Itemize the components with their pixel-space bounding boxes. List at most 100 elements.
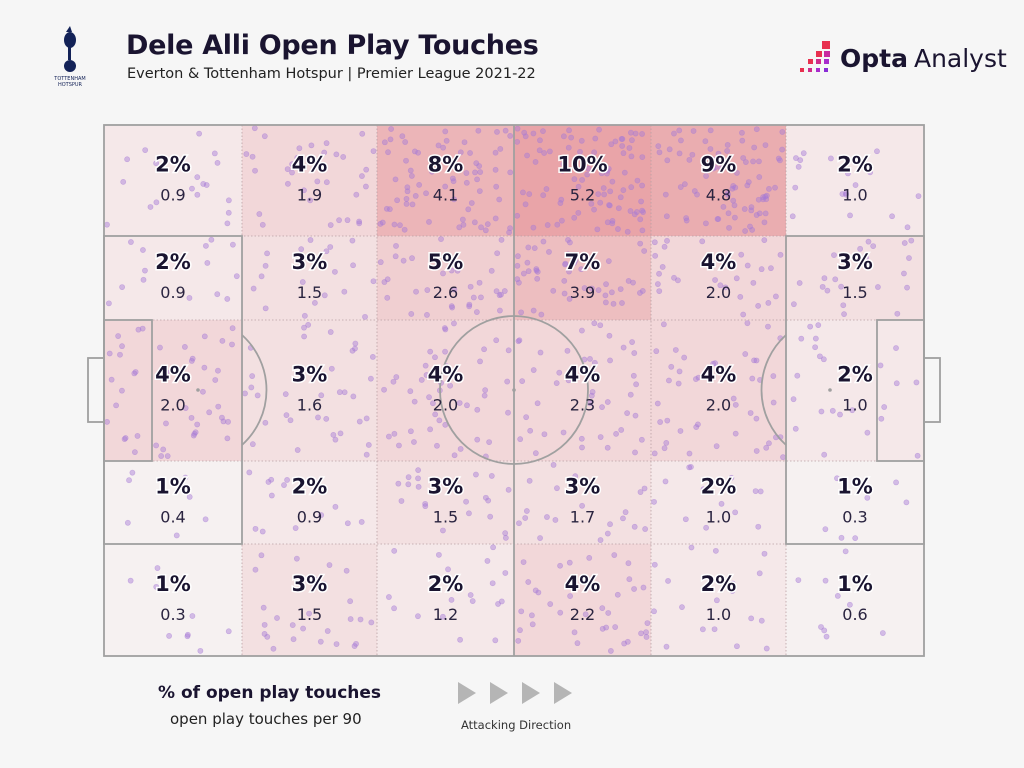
touch-dot bbox=[675, 277, 681, 284]
touch-dot bbox=[517, 627, 523, 634]
touch-dot bbox=[284, 166, 291, 173]
touch-dot bbox=[289, 169, 295, 176]
touch-dot bbox=[370, 278, 377, 285]
touch-dot bbox=[747, 410, 754, 416]
touch-dot bbox=[656, 270, 662, 277]
touch-dot bbox=[777, 251, 784, 258]
heatmap-cell bbox=[377, 544, 514, 656]
touch-dot bbox=[468, 200, 475, 206]
touch-dot bbox=[363, 166, 370, 173]
touch-dot bbox=[427, 348, 434, 355]
cell-percentage: 1% bbox=[837, 572, 873, 596]
cell-percentage: 1% bbox=[837, 475, 873, 499]
touch-dot bbox=[651, 450, 658, 457]
touch-dot bbox=[766, 185, 772, 192]
cell-percentage: 2% bbox=[155, 153, 191, 177]
touch-dot bbox=[597, 199, 604, 206]
touch-dot bbox=[546, 148, 553, 155]
touch-dot bbox=[379, 219, 386, 226]
touch-dot bbox=[396, 442, 402, 449]
touch-dot bbox=[404, 188, 411, 195]
cell-percentage: 4% bbox=[155, 363, 191, 387]
touch-dot bbox=[200, 388, 206, 395]
touch-dot bbox=[490, 544, 497, 551]
touch-dot bbox=[550, 287, 557, 294]
right-goal bbox=[923, 357, 941, 423]
touch-dot bbox=[547, 601, 554, 607]
touch-dot bbox=[597, 434, 604, 440]
touch-dot bbox=[492, 215, 499, 222]
touch-dot bbox=[751, 144, 758, 151]
touch-dot bbox=[311, 299, 318, 306]
touch-dot bbox=[731, 202, 738, 209]
touch-dot bbox=[605, 165, 612, 172]
touch-dot bbox=[282, 391, 289, 398]
touch-dot bbox=[554, 485, 560, 492]
touch-dot bbox=[661, 445, 668, 452]
touch-dot bbox=[663, 440, 670, 446]
touch-dot bbox=[574, 640, 581, 647]
touch-dot bbox=[560, 133, 567, 140]
touch-dot bbox=[678, 137, 684, 144]
touch-dot bbox=[323, 415, 330, 422]
touch-dot bbox=[181, 344, 188, 350]
touch-dot bbox=[530, 367, 537, 373]
touch-dot bbox=[250, 285, 257, 292]
cell-per90: 0.9 bbox=[160, 283, 185, 302]
touch-dot bbox=[613, 430, 619, 437]
touch-dot bbox=[435, 142, 442, 149]
touch-dot bbox=[561, 290, 568, 297]
attacking-direction-arrows bbox=[458, 682, 572, 704]
touch-dot bbox=[702, 138, 709, 145]
touch-dot bbox=[761, 237, 768, 244]
touch-dot bbox=[526, 477, 533, 484]
touch-dot bbox=[633, 381, 640, 388]
touch-dot bbox=[415, 475, 421, 482]
cell-percentage: 4% bbox=[292, 153, 328, 177]
touch-dot bbox=[715, 150, 722, 157]
touch-dot bbox=[386, 594, 392, 600]
touch-dot bbox=[281, 482, 287, 488]
touch-dot bbox=[481, 346, 487, 353]
touch-dot bbox=[403, 195, 410, 202]
touch-dot bbox=[575, 209, 582, 216]
touch-dot bbox=[564, 347, 571, 354]
cell-percentage: 3% bbox=[292, 250, 328, 274]
touch-dot bbox=[408, 173, 415, 179]
touch-dot bbox=[443, 137, 450, 144]
touch-dot bbox=[603, 624, 610, 631]
cell-percentage: 4% bbox=[428, 363, 464, 387]
touch-dot bbox=[204, 260, 211, 266]
touch-dot bbox=[451, 196, 457, 203]
touch-dot bbox=[344, 520, 351, 527]
touch-dot bbox=[637, 290, 643, 296]
touch-dot bbox=[224, 435, 231, 442]
touch-dot bbox=[252, 167, 258, 174]
touch-dot bbox=[745, 179, 752, 185]
touch-dot bbox=[620, 344, 627, 351]
touch-dot bbox=[142, 267, 148, 274]
touch-dot bbox=[728, 474, 735, 481]
touch-dot bbox=[476, 188, 483, 195]
touch-dot bbox=[415, 613, 421, 620]
touch-dot bbox=[140, 276, 147, 283]
cell-percentage: 2% bbox=[837, 363, 873, 387]
touch-dot bbox=[307, 237, 314, 243]
touch-dot bbox=[340, 154, 347, 160]
touch-dot bbox=[261, 630, 268, 637]
touch-dot bbox=[592, 135, 599, 142]
touch-dot bbox=[473, 309, 480, 315]
touch-dot bbox=[612, 624, 619, 630]
cell-percentage: 4% bbox=[701, 363, 737, 387]
touch-dot bbox=[607, 188, 614, 195]
touch-dot bbox=[639, 288, 646, 294]
touch-dot bbox=[591, 359, 598, 366]
touch-dot bbox=[327, 222, 334, 228]
touch-dot bbox=[538, 311, 545, 318]
touch-dot bbox=[368, 619, 375, 626]
touch-dot bbox=[502, 127, 509, 134]
touch-dot bbox=[640, 584, 647, 591]
touch-dot bbox=[262, 305, 269, 312]
touch-dot bbox=[332, 503, 339, 510]
touch-dot bbox=[497, 307, 503, 314]
